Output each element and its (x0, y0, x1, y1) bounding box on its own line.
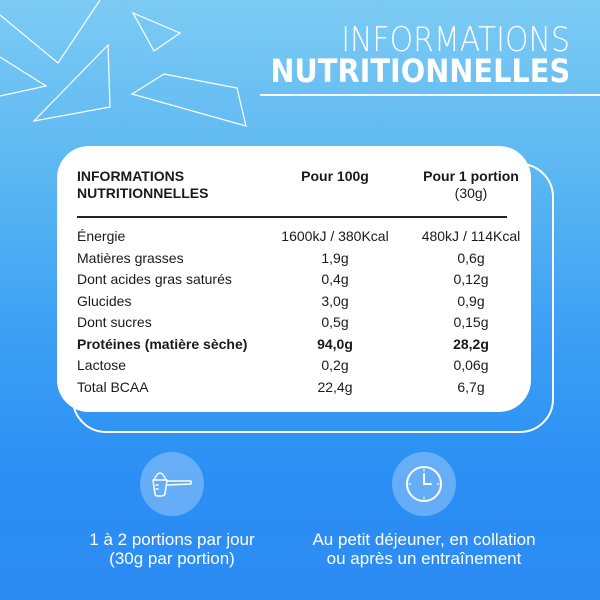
feature-timing-text: Au petit déjeuner, en collation ou après… (312, 530, 536, 568)
table-row: Total BCAA 22,4g 6,7g (77, 378, 485, 395)
title-underline (260, 94, 600, 96)
feature-dosage: 1 à 2 portions par jour (30g par portion… (32, 452, 312, 568)
feature-timing: Au petit déjeuner, en collation ou après… (284, 452, 564, 568)
page-title-line1: INFORMATIONS (341, 20, 570, 60)
table-row: Énergie 1600kJ / 380Kcal 480kJ / 114Kcal (77, 228, 521, 244)
decorative-shapes (0, 0, 247, 127)
table-row: Matières grasses 1,9g 0,6g (77, 249, 485, 266)
table-row: Dont sucres 0,5g 0,15g (77, 314, 489, 330)
table-body: Énergie 1600kJ / 380Kcal 480kJ / 114Kcal M… (77, 226, 531, 398)
header-per-portion: Pour 1 portion (30g) (423, 168, 519, 201)
table-row: Dont acides gras saturés 0,4g 0,12g (77, 271, 489, 287)
table-header: INFORMATIONS NUTRITIONNELLES Pour 100g P… (77, 166, 531, 210)
scoop-icon (152, 472, 192, 497)
table-row: Glucides 3,0g 0,9g (77, 292, 485, 309)
header-name: INFORMATIONS NUTRITIONNELLES (77, 168, 209, 201)
page-title-line2: NUTRITIONNELLES (270, 52, 570, 90)
clock-icon (406, 466, 442, 502)
table-divider (77, 216, 507, 218)
clock-icon-circle (392, 452, 456, 516)
table-row: Lactose 0,2g 0,06g (77, 357, 489, 373)
header-per-100g: Pour 100g (301, 168, 369, 184)
scoop-icon-circle (140, 452, 204, 516)
feature-dosage-text: 1 à 2 portions par jour (30g par portion… (89, 530, 255, 568)
table-row-highlight: Protéines (matière sèche) 94,0g 28,2g (77, 335, 489, 352)
nutrition-table-card: INFORMATIONS NUTRITIONNELLES Pour 100g P… (57, 146, 531, 412)
